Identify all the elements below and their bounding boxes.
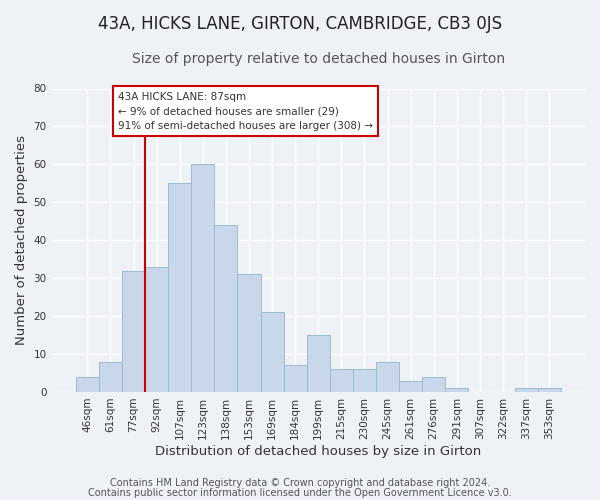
- Bar: [99, 362, 122, 392]
- Bar: [145, 267, 168, 392]
- Text: 43A HICKS LANE: 87sqm
← 9% of detached houses are smaller (29)
91% of semi-detac: 43A HICKS LANE: 87sqm ← 9% of detached h…: [118, 92, 373, 131]
- Bar: [353, 369, 376, 392]
- Bar: [191, 164, 214, 392]
- Text: Contains public sector information licensed under the Open Government Licence v3: Contains public sector information licen…: [88, 488, 512, 498]
- Bar: [538, 388, 561, 392]
- Bar: [376, 362, 399, 392]
- Bar: [399, 380, 422, 392]
- Bar: [122, 270, 145, 392]
- Bar: [422, 377, 445, 392]
- Bar: [284, 366, 307, 392]
- Title: Size of property relative to detached houses in Girton: Size of property relative to detached ho…: [132, 52, 505, 66]
- Bar: [330, 369, 353, 392]
- Text: 43A, HICKS LANE, GIRTON, CAMBRIDGE, CB3 0JS: 43A, HICKS LANE, GIRTON, CAMBRIDGE, CB3 …: [98, 15, 502, 33]
- Y-axis label: Number of detached properties: Number of detached properties: [15, 135, 28, 345]
- Bar: [445, 388, 469, 392]
- Text: Contains HM Land Registry data © Crown copyright and database right 2024.: Contains HM Land Registry data © Crown c…: [110, 478, 490, 488]
- X-axis label: Distribution of detached houses by size in Girton: Distribution of detached houses by size …: [155, 444, 481, 458]
- Bar: [214, 225, 238, 392]
- Bar: [307, 335, 330, 392]
- Bar: [238, 274, 260, 392]
- Bar: [260, 312, 284, 392]
- Bar: [76, 377, 99, 392]
- Bar: [515, 388, 538, 392]
- Bar: [168, 184, 191, 392]
